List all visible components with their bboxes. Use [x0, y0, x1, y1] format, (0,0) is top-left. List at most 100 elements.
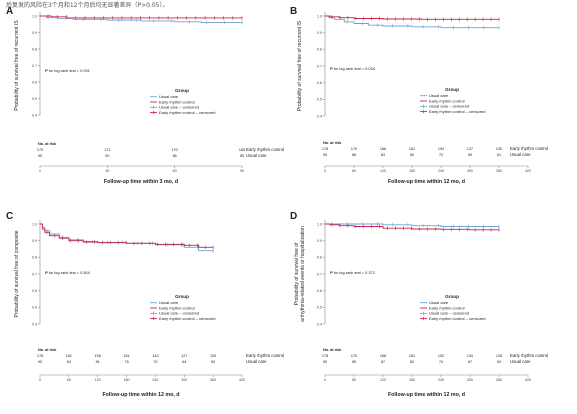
panel-letter: C: [6, 211, 13, 222]
legend-item: Usual care: [429, 93, 449, 98]
risk-value: 154: [438, 147, 444, 151]
risk-value: 127: [181, 354, 187, 358]
y-tick-label: 0.9: [32, 31, 37, 35]
risk-value: 61: [497, 153, 501, 157]
y-tick-label: 0.5: [317, 98, 322, 102]
risk-table-title: No. at risk: [323, 348, 342, 352]
legend-item: Early rhythm control: [159, 305, 195, 310]
y-tick-label: 0.6: [317, 289, 322, 293]
x-tick-label: 120: [95, 378, 101, 382]
x-axis-label: Follow-up time within 12 mo, d: [102, 392, 179, 398]
p-value-text: P for log-rank test = 0.034: [330, 66, 376, 71]
legend-item: Early rhythm control – censored: [159, 316, 215, 321]
legend-item: Early rhythm control – censored: [429, 109, 485, 114]
panel-c: C 0.4 0.5 0.6 0.7 0.8 0.9 1.0 0 60 120 180 240 300 360…: [6, 211, 284, 398]
y-tick-label: 0.8: [32, 47, 37, 51]
y-axis-label-line2: arrhythmia-related events or hospitaliza…: [300, 226, 306, 322]
legend-title: Group: [175, 88, 189, 93]
risk-value: 172: [104, 148, 110, 152]
risk-value: 95: [323, 153, 327, 157]
legend-item: Early rhythm control: [429, 98, 465, 103]
legend-title: Group: [175, 294, 189, 299]
x-tick-label: 360: [210, 378, 216, 382]
panel-a: A 0.4 0.5 0.6 0.7 0.8 0.9 1.0 0 30 60 90 Probability…: [6, 6, 284, 185]
risk-value: 170: [172, 148, 178, 152]
risk-value: 134: [467, 354, 473, 358]
y-tick-label: 0.9: [317, 31, 322, 35]
x-tick-label: 0: [39, 378, 41, 382]
y-tick-label: 0.8: [32, 256, 37, 260]
risk-value: 81: [96, 360, 100, 364]
risk-value: 95: [38, 154, 42, 158]
x-tick-label: 0: [324, 378, 326, 382]
x-tick-label: 120: [380, 169, 386, 173]
risk-value: 168: [380, 354, 386, 358]
risk-value: 170: [37, 148, 43, 152]
risk-value: 89: [352, 360, 356, 364]
legend-item: Usual care – censored: [159, 311, 199, 316]
risk-value: 78: [125, 360, 129, 364]
legend-item: Usual care – censored: [159, 105, 199, 110]
risk-value: 161: [409, 354, 415, 358]
x-tick-label: 120: [380, 378, 386, 382]
x-tick-label: 0: [324, 169, 326, 173]
risk-value: 161: [409, 147, 415, 151]
y-tick-label: 0.4: [32, 113, 37, 117]
x-tick-label: 60: [352, 378, 356, 382]
y-tick-label: 0.6: [32, 289, 37, 293]
x-axis-label: Follow-up time within 3 mo, d: [104, 179, 178, 185]
x-tick-label: 420: [239, 378, 245, 382]
header-caption: 后复发的风险在3个月和12个月后均无显著差异（P>0.05）。: [6, 2, 169, 9]
legend-item: Early rhythm control – censored: [159, 110, 215, 115]
risk-value: 137: [467, 147, 473, 151]
y-tick-label: 0.6: [317, 81, 322, 85]
y-tick-label: 0.4: [317, 322, 322, 326]
km-curve-early-rhythm: [40, 15, 242, 19]
legend-item: Usual care: [429, 300, 449, 305]
panel-letter: D: [290, 211, 297, 222]
risk-value: 169: [239, 148, 245, 152]
risk-value: 178: [37, 354, 43, 358]
x-tick-label: 90: [240, 169, 244, 173]
risk-row-label: Early rhythm control: [510, 353, 548, 358]
y-tick-label: 0.9: [32, 239, 37, 243]
risk-value: 67: [468, 360, 472, 364]
risk-value: 156: [95, 354, 101, 358]
risk-value: 86: [352, 153, 356, 157]
panel-letter: B: [290, 6, 297, 17]
y-tick-label: 0.7: [317, 272, 322, 276]
risk-value: 128: [496, 354, 502, 358]
y-tick-label: 1.0: [32, 14, 37, 18]
legend-item: Early rhythm control: [429, 305, 465, 310]
p-value-text: P for log-rank test = 0.504: [45, 270, 91, 275]
x-tick-label: 60: [352, 169, 356, 173]
legend-item: Usual care: [159, 94, 179, 99]
y-tick-label: 0.4: [32, 322, 37, 326]
x-tick-label: 180: [409, 378, 415, 382]
x-tick-label: 180: [124, 378, 130, 382]
x-tick-label: 240: [438, 169, 444, 173]
risk-value: 152: [438, 354, 444, 358]
km-curve-early-rhythm: [325, 15, 499, 20]
x-tick-label: 240: [152, 378, 158, 382]
risk-value: 86: [173, 154, 177, 158]
km-curve-usual-care: [40, 15, 243, 24]
y-tick-label: 0.6: [32, 80, 37, 84]
risk-value: 178: [322, 354, 328, 358]
x-tick-label: 180: [409, 169, 415, 173]
p-value-text: P for log-rank test = 0.372: [330, 270, 375, 275]
legend-item: Usual care: [159, 300, 179, 305]
y-tick-label: 0.8: [317, 256, 322, 260]
risk-value: 170: [351, 147, 357, 151]
x-axis-label: Follow-up time within 12 mo, d: [388, 392, 465, 398]
risk-value: 84: [67, 360, 71, 364]
risk-row-label: Usual care: [510, 359, 531, 364]
y-tick-label: 1.0: [317, 14, 322, 18]
risk-value: 95: [38, 360, 42, 364]
y-tick-label: 0.7: [32, 64, 37, 68]
x-tick-label: 420: [525, 378, 531, 382]
